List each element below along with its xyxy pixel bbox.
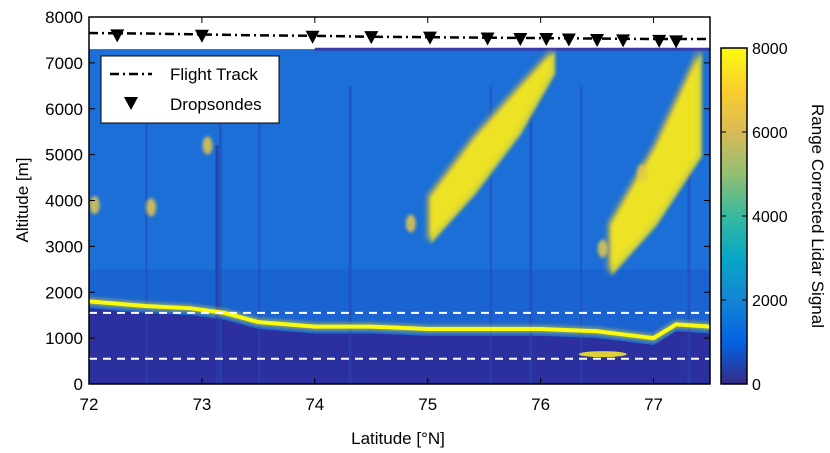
y-tick-label: 8000 (45, 8, 83, 27)
near-aircraft-band (314, 47, 710, 51)
signal-streak (580, 85, 583, 384)
signal-streak (529, 85, 533, 384)
signal-streak (258, 85, 261, 384)
cloud-patch (637, 163, 648, 182)
legend-dropsonde-marker (124, 97, 138, 110)
dropsonde-marker (669, 35, 684, 49)
no-data-region (89, 17, 710, 50)
cloud-patch (202, 136, 213, 155)
x-axis-ticks: 72 73 74 75 76 77 (80, 17, 663, 414)
dropsonde-markers (110, 29, 684, 49)
reference-lines (89, 311, 710, 360)
y-tick-label: 5000 (45, 146, 83, 165)
cloud-patch (597, 239, 608, 258)
legend-box (100, 55, 280, 124)
dropsonde-marker (110, 29, 125, 43)
x-tick-label: 77 (644, 395, 663, 414)
plot-area: 72 73 74 75 76 77 0 1000 2000 3000 4000 5000 6000 70… (45, 8, 711, 414)
dropsonde-marker (590, 33, 605, 47)
colorbar-tick-label: 4000 (752, 209, 788, 226)
high-cloud-core (611, 51, 702, 276)
signal-streak (218, 85, 222, 384)
colorbar-ticks: 0 2000 4000 6000 8000 (721, 41, 788, 394)
cloud-patch (89, 196, 100, 215)
boundary-layer-cloud (89, 299, 710, 341)
x-tick-label: 75 (418, 395, 437, 414)
dropsonde-marker (194, 29, 209, 43)
legend: Flight Track Dropsondes (100, 55, 280, 124)
signal-streak (348, 85, 352, 384)
dropsonde-marker (561, 33, 576, 47)
low-cloud-patch (578, 351, 627, 358)
dropsonde-marker (616, 34, 631, 48)
y-tick-label: 3000 (45, 237, 83, 256)
sub-cloud-signal (89, 308, 710, 384)
x-tick-label: 76 (531, 395, 550, 414)
lidar-curtain (89, 17, 710, 384)
y-tick-label: 7000 (45, 54, 83, 73)
legend-dropsondes-label: Dropsondes (170, 95, 262, 114)
colorbar-tick-label: 2000 (752, 293, 788, 310)
colorbar-tick-label: 6000 (752, 125, 788, 142)
dropsonde-marker (480, 32, 495, 46)
dropsonde-marker (422, 31, 437, 45)
legend-flight-track-label: Flight Track (170, 65, 258, 84)
x-tick-label: 72 (80, 395, 99, 414)
y-axis-label: Altitude [m] (13, 157, 32, 242)
signal-streak (489, 85, 492, 384)
x-axis-label: Latitude [°N] (351, 429, 445, 448)
colorbar-tick-label: 0 (752, 377, 761, 394)
colorbar-tick-label: 8000 (752, 41, 788, 58)
y-tick-label: 4000 (45, 192, 83, 211)
colorbar: 0 2000 4000 6000 8000 Range Corrected Lidar … (720, 41, 827, 394)
dropsonde-marker (364, 31, 379, 45)
x-tick-label: 74 (305, 395, 324, 414)
y-axis-ticks: 0 1000 2000 3000 4000 5000 6000 7000 8000 (45, 8, 710, 394)
dropsonde-marker (513, 33, 528, 47)
y-tick-label: 0 (74, 375, 83, 394)
x-tick-label: 73 (192, 395, 211, 414)
colorbar-label: Range Corrected Lidar Signal (808, 104, 827, 328)
cloud-patch (405, 214, 416, 233)
signal-streak (215, 145, 219, 384)
high-cloud-core (430, 51, 555, 244)
flight-track (88, 31, 710, 41)
signal-streak (687, 85, 691, 384)
dropsonde-marker (305, 30, 320, 44)
cloud-patch (146, 198, 157, 217)
y-tick-label: 2000 (45, 283, 83, 302)
y-tick-label: 1000 (45, 329, 83, 348)
signal-streak (145, 85, 148, 384)
flight-track-line (88, 31, 710, 41)
dropsonde-marker (539, 33, 554, 47)
dropsonde-marker (652, 34, 667, 48)
y-tick-label: 6000 (45, 100, 83, 119)
